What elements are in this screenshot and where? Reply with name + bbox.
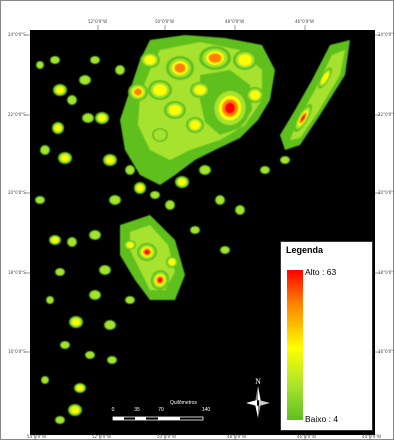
- graticule-left-label: 20°0'0"S: [8, 190, 26, 195]
- legend-color-ramp: [287, 270, 303, 420]
- legend-low-label: Baixo : 4: [305, 414, 339, 424]
- graticule-bottom-label: 44°0'0"W: [362, 434, 382, 439]
- graticule-top-label: 52°0'0"W: [88, 19, 108, 24]
- graticule-top-label: 50°0'0"W: [155, 19, 175, 24]
- graticule-bottom-label: 52°0'0"W: [92, 434, 112, 439]
- scale-bar: [112, 416, 204, 421]
- graticule-bottom-label: 48°0'0"W: [227, 434, 247, 439]
- graticule-bottom-label: 50°0'0"W: [157, 434, 177, 439]
- scale-tick-0: 0: [111, 407, 115, 413]
- graticule-top-label: 46°0'0"W: [295, 19, 315, 24]
- graticule-right-label: 22°0'0"S: [378, 112, 394, 117]
- legend: Legenda Alto : 63 Baixo : 4: [280, 241, 373, 431]
- graticule-left-label: 16°0'0"S: [8, 349, 26, 354]
- scale-bar-title: Quilômetros: [170, 400, 197, 406]
- graticule-left-label: 24°0'0"S: [8, 32, 26, 37]
- scale-tick-35: 35: [134, 407, 140, 413]
- graticule-left-label: 18°0'0"S: [8, 270, 26, 275]
- scale-tick-70: 70: [158, 407, 164, 413]
- scale-tick-140: 140: [201, 407, 211, 413]
- north-arrow-icon: N: [246, 377, 270, 418]
- graticule-left-label: 22°0'0"S: [8, 112, 26, 117]
- graticule-right-label: 16°0'0"S: [378, 349, 394, 354]
- graticule-right-label: 18°0'0"S: [378, 270, 394, 275]
- legend-title: Legenda: [286, 245, 324, 255]
- legend-high-label: Alto : 63: [305, 267, 337, 277]
- graticule-bottom-label: 46°0'0"W: [297, 434, 317, 439]
- north-letter: N: [255, 377, 261, 386]
- graticule-right-label: 24°0'0"S: [378, 32, 394, 37]
- graticule-top-label: 48°0'0"W: [225, 19, 245, 24]
- graticule-bottom-label: 54°0'0"W: [27, 434, 47, 439]
- graticule-right-label: 20°0'0"S: [378, 190, 394, 195]
